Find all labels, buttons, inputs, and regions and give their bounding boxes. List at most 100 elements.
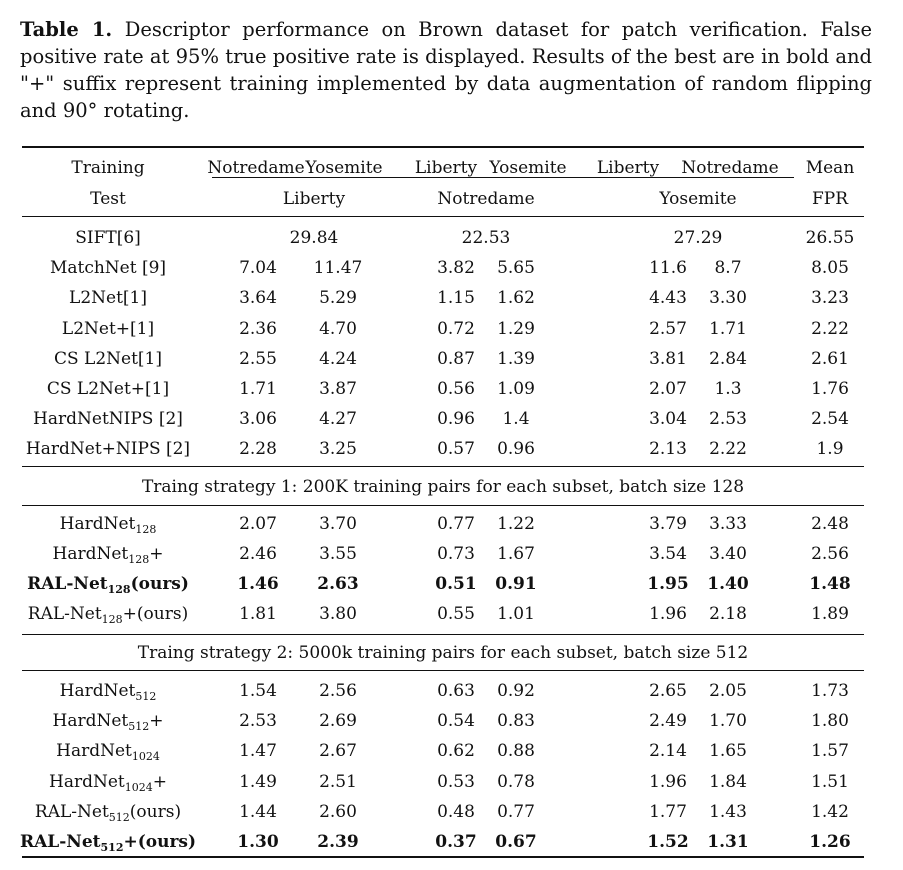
table-cell: 11.47 [313,258,363,279]
table-cell: 3.40 [709,544,747,564]
mean-cell: 1.48 [809,574,851,594]
table-cell: 1.54 [239,681,277,701]
table-cell: 1.31 [707,832,749,852]
table-cell: 0.87 [437,348,475,369]
table-cell: 27.29 [673,228,723,248]
train-set-header: Liberty [596,158,660,178]
table-cell: 0.51 [435,574,477,594]
table-cell: 2.53 [239,711,277,732]
method-name: HardNet512+ [52,711,164,734]
training-header: Training [71,158,145,178]
table-cell: 0.63 [437,681,475,701]
mean-header: Mean [805,158,855,178]
table-cell: 2.55 [239,348,277,369]
method-name: HardNet512 [59,681,157,703]
mean-cell: 1.76 [811,379,849,399]
table-cell: 2.53 [709,409,747,430]
table-cell: 1.96 [649,771,687,792]
method-name: RAL-Net128+(ours) [27,604,189,626]
table-cell: 1.30 [237,832,279,852]
method-name: SIFT[6] [75,228,141,248]
method-name: HardNet1024+ [49,771,167,794]
strategy2-title: Traing strategy 2: 5000k training pairs … [137,643,749,663]
table-cell: 4.70 [319,318,357,339]
table-cell: 0.77 [437,514,475,534]
train-set-header: Liberty [414,158,478,178]
table-cell: 3.64 [239,288,277,309]
table-cell: 1.4 [502,409,530,430]
table-cell: 2.39 [317,832,359,852]
table-cell: 1.96 [649,604,687,624]
table-cell: 3.30 [709,288,747,309]
table-cell: 0.55 [437,604,475,624]
method-name: MatchNet [9] [49,258,167,279]
method-name: RAL-Net512+(ours) [19,832,197,854]
table-cell: 1.84 [709,771,747,792]
table-cell: 2.05 [709,681,747,701]
table-cell: 0.77 [497,801,535,822]
method-name: HardNetNIPS [2] [33,409,183,430]
table-cell: 1.39 [497,348,535,369]
table-cell: 1.77 [649,801,687,822]
mean-cell: 1.9 [816,439,844,460]
table-cell: 3.04 [649,409,687,430]
train-group-underline [598,177,794,178]
mean-cell: 2.56 [811,544,849,564]
mean-cell: 26.55 [805,228,855,248]
section-rule [22,505,864,506]
mean-cell: 2.48 [811,514,849,534]
table-cell: 1.47 [239,741,277,762]
table-cell: 1.22 [497,514,535,534]
fpr-header: FPR [811,189,849,209]
table-cell: 2.67 [319,741,357,762]
table-cell: 0.54 [437,711,475,732]
mean-cell: 2.61 [811,348,849,369]
table-cell: 2.28 [239,439,277,460]
table-cell: 1.62 [497,288,535,309]
mean-cell: 1.89 [811,604,849,624]
table-cell: 1.15 [437,288,475,309]
table-cell: 22.53 [461,228,511,248]
table-cell: 0.73 [437,544,475,564]
table-cell: 2.51 [319,771,357,792]
table-label: Table 1. [20,18,113,41]
method-name: CS L2Net[1] [53,348,163,369]
table-cell: 2.07 [649,379,687,399]
strategy1-title: Traing strategy 1: 200K training pairs f… [141,477,745,497]
table-cell: 5.29 [319,288,357,309]
table-cell: 7.04 [239,258,277,279]
caption-text: Descriptor performance on Brown dataset … [20,18,872,122]
table-cell: 0.72 [437,318,475,339]
table-cell: 1.40 [707,574,749,594]
mean-cell: 1.26 [809,832,851,852]
header-rule [22,216,864,217]
table-cell: 1.71 [709,318,747,339]
table-cell: 0.96 [497,439,535,460]
table-cell: 0.91 [495,574,537,594]
table-cell: 1.44 [239,801,277,822]
mean-cell: 8.05 [811,258,849,279]
mean-cell: 2.22 [811,318,849,339]
table-cell: 2.46 [239,544,277,564]
method-name: HardNet1024 [56,741,160,764]
table-cell: 1.65 [709,741,747,762]
method-name: RAL-Net512(ours) [34,801,182,824]
method-name: HardNet128 [59,514,157,536]
table-cell: 2.65 [649,681,687,701]
table-cell: 0.56 [437,379,475,399]
table-cell: 0.37 [435,832,477,852]
table-cell: 3.79 [649,514,687,534]
table-caption: Table 1. Descriptor performance on Brown… [20,16,872,124]
table-cell: 0.62 [437,741,475,762]
test-header: Test [90,189,126,209]
table-cell: 4.27 [319,409,357,430]
mean-cell: 3.23 [811,288,849,309]
table-cell: 3.70 [319,514,357,534]
table-cell: 3.80 [319,604,357,624]
train-set-header: Yosemite [305,158,383,178]
table-cell: 2.18 [709,604,747,624]
table-cell: 2.14 [649,741,687,762]
table-cell: 0.53 [437,771,475,792]
method-name: HardNet+NIPS [2] [25,439,191,460]
table-cell: 2.63 [317,574,359,594]
